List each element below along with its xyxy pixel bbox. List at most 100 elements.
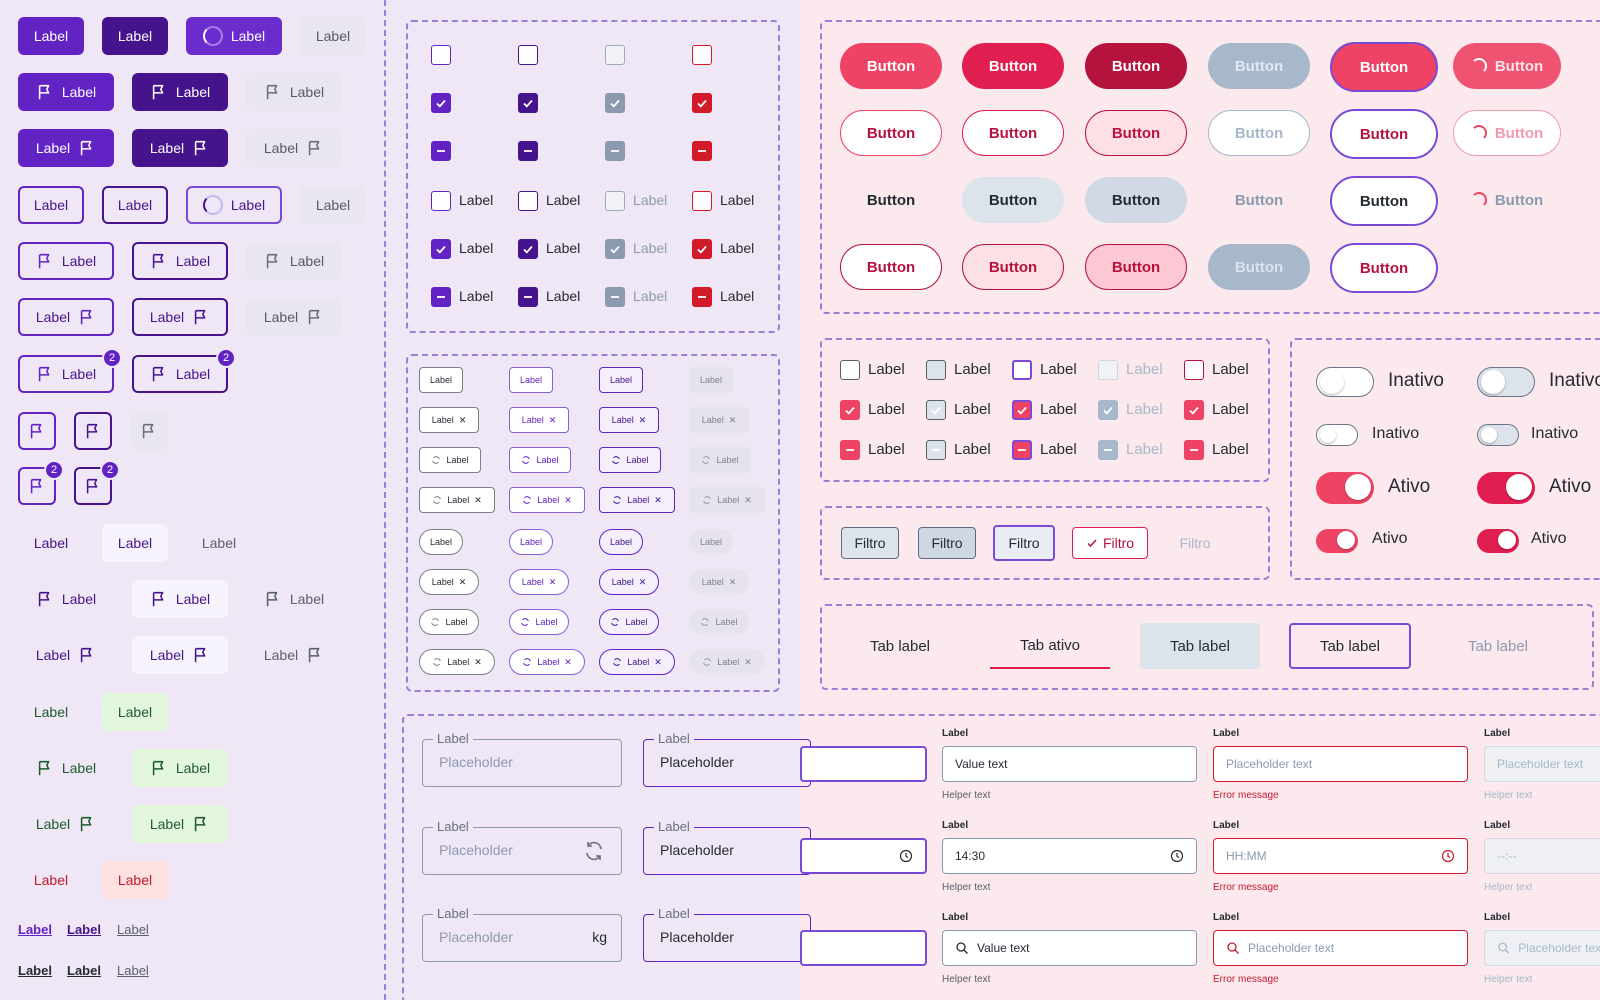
checkbox-labeled-checked[interactable] <box>431 239 451 259</box>
chip[interactable]: Label ✕ <box>509 407 569 433</box>
success-text-button-hover[interactable]: Label <box>102 693 168 731</box>
chip[interactable]: Label ✕ <box>419 569 479 595</box>
flag-icon-badge-button[interactable]: 2 <box>18 460 64 505</box>
chip[interactable]: Label ✕ <box>599 569 659 595</box>
chip[interactable]: Label ✕ <box>689 487 765 513</box>
flag-icon-button-pressed[interactable] <box>74 412 112 450</box>
close-icon[interactable]: ✕ <box>548 576 557 587</box>
checkbox-unchecked[interactable] <box>692 45 712 65</box>
outlined-field-refresh[interactable]: Label Placeholder <box>422 819 622 875</box>
link[interactable]: Label <box>67 922 101 937</box>
close-icon[interactable]: ✕ <box>728 576 737 587</box>
pill-button[interactable]: Button <box>840 244 942 290</box>
pill-button[interactable]: Button <box>1208 177 1310 223</box>
primary-button-loading[interactable]: Label <box>186 17 282 55</box>
checkbox-labeled-unchecked[interactable] <box>692 191 712 211</box>
checkbox-indeterminate[interactable] <box>1098 440 1118 460</box>
chip[interactable]: Label ✕ <box>599 487 675 513</box>
checkbox-unchecked[interactable] <box>1098 360 1118 380</box>
primary-button-pressed[interactable]: Label <box>102 17 168 55</box>
outline-icon-button[interactable]: Label <box>18 242 114 280</box>
checkbox-indeterminate[interactable] <box>605 141 625 161</box>
pill-button[interactable]: Button <box>1330 176 1438 226</box>
filter-chip-focus[interactable]: Filtro <box>993 525 1055 561</box>
chip[interactable]: Label <box>689 447 751 473</box>
outline-icon-right-button-disabled[interactable]: Label <box>246 298 342 336</box>
text-icon-right-button-disabled[interactable]: Label <box>246 636 342 674</box>
checkbox-indeterminate[interactable] <box>431 141 451 161</box>
link[interactable]: Label <box>117 963 149 978</box>
close-icon[interactable]: ✕ <box>654 494 662 505</box>
pill-button[interactable]: Button <box>1330 109 1438 159</box>
checkbox-checked[interactable] <box>840 400 860 420</box>
checkbox-unchecked[interactable] <box>840 360 860 380</box>
pill-button[interactable]: Button <box>1330 243 1438 293</box>
chip[interactable]: Label ✕ <box>689 407 749 433</box>
toggle-off-hover[interactable] <box>1477 367 1535 397</box>
checkbox-checked[interactable] <box>605 93 625 113</box>
pill-button[interactable]: Button <box>962 43 1064 89</box>
chip[interactable]: Label ✕ <box>509 487 585 513</box>
text-input-focused[interactable] <box>800 838 927 874</box>
checkbox-unchecked[interactable] <box>926 360 946 380</box>
checkbox-unchecked[interactable] <box>431 45 451 65</box>
outline-icon-button-pressed[interactable]: Label <box>132 242 228 280</box>
text-icon-right-button-hover[interactable]: Label <box>132 636 228 674</box>
checkbox-indeterminate[interactable] <box>1184 440 1204 460</box>
close-icon[interactable]: ✕ <box>458 414 467 425</box>
pill-button[interactable]: Button <box>1085 43 1187 89</box>
chip[interactable]: Label ✕ <box>509 569 569 595</box>
chip[interactable]: Label ✕ <box>419 649 495 675</box>
toggle-off[interactable] <box>1316 367 1374 397</box>
text-input-focused[interactable] <box>800 930 927 966</box>
link[interactable]: Label <box>18 963 52 978</box>
checkbox-indeterminate[interactable] <box>926 440 946 460</box>
text-input-error[interactable]: Placeholder text <box>1213 930 1468 966</box>
checkbox-labeled-indeterminate[interactable] <box>605 287 625 307</box>
tab[interactable]: Tab label <box>840 623 960 669</box>
checkbox-labeled-unchecked[interactable] <box>431 191 451 211</box>
checkbox-checked[interactable] <box>926 400 946 420</box>
link[interactable]: Label <box>67 963 101 978</box>
tab-focus[interactable]: Tab label <box>1289 623 1411 669</box>
text-input-focused[interactable] <box>800 746 927 782</box>
success-icon-right-button-hover[interactable]: Label <box>132 805 228 843</box>
pill-button[interactable]: Button <box>1453 177 1561 223</box>
chip[interactable]: Label <box>509 367 553 393</box>
link[interactable]: Label <box>117 922 149 937</box>
text-button-disabled[interactable]: Label <box>186 524 252 562</box>
primary-icon-button-pressed[interactable]: Label <box>132 73 228 111</box>
text-input[interactable]: Value text <box>942 746 1197 782</box>
success-text-button[interactable]: Label <box>18 693 84 731</box>
filter-chip[interactable]: Filtro <box>841 527 899 559</box>
text-icon-button-hover[interactable]: Label <box>132 580 228 618</box>
outlined-field-filled[interactable]: Label Placeholder <box>643 819 811 875</box>
checkbox-unchecked[interactable] <box>518 45 538 65</box>
outlined-field-unit[interactable]: Label Placeholder kg <box>422 906 622 962</box>
pill-button[interactable]: Button <box>962 177 1064 223</box>
pill-button[interactable]: Button <box>1085 110 1187 156</box>
toggle-on[interactable] <box>1316 472 1374 504</box>
pill-button[interactable]: Button <box>962 110 1064 156</box>
primary-icon-right-button-disabled[interactable]: Label <box>246 129 342 167</box>
chip[interactable]: Label ✕ <box>599 407 659 433</box>
pill-button[interactable]: Button <box>1208 43 1310 89</box>
danger-text-button[interactable]: Label <box>18 861 84 899</box>
checkbox-unchecked[interactable] <box>1184 360 1204 380</box>
primary-button[interactable]: Label <box>18 17 84 55</box>
text-button[interactable]: Label <box>18 524 84 562</box>
close-icon[interactable]: ✕ <box>744 494 752 505</box>
chip[interactable]: Label <box>689 529 733 555</box>
chip[interactable]: Label <box>599 529 643 555</box>
success-icon-button-hover[interactable]: Label <box>132 749 228 787</box>
toggle-on-hover[interactable] <box>1477 472 1535 504</box>
checkbox-checked[interactable] <box>692 93 712 113</box>
checkbox-checked[interactable] <box>518 93 538 113</box>
close-icon[interactable]: ✕ <box>474 656 482 667</box>
link[interactable]: Label <box>18 922 52 937</box>
outline-button-disabled[interactable]: Label <box>300 186 366 224</box>
checkbox-unchecked[interactable] <box>1012 360 1032 380</box>
chip[interactable]: Label <box>599 447 661 473</box>
text-input-disabled[interactable]: --:-- <box>1484 838 1600 874</box>
pill-button[interactable]: Button <box>1453 43 1561 89</box>
